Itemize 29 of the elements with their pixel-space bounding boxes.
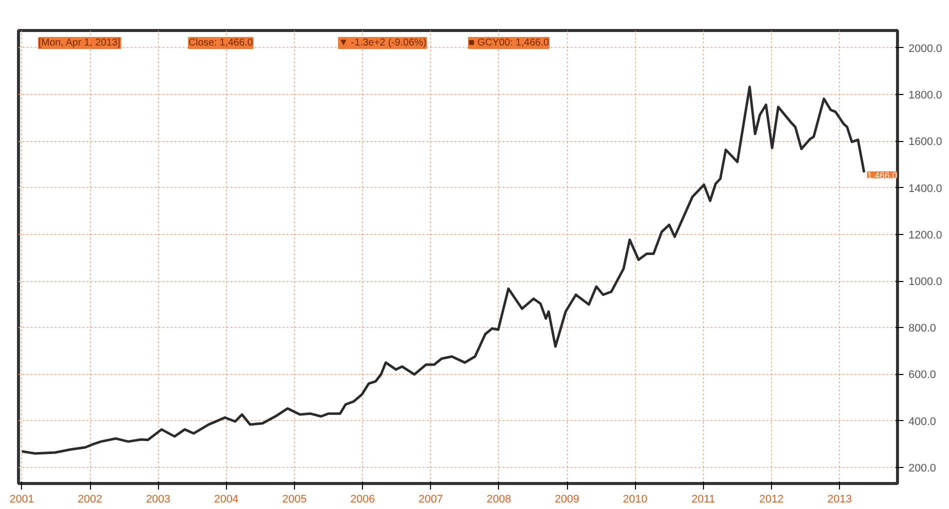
x-tick-label: 2008 xyxy=(486,494,512,506)
x-tick-label: 2013 xyxy=(827,494,852,506)
line-series xyxy=(20,86,866,455)
y-tick-label: 400.0 xyxy=(908,416,936,428)
annotation: 1,466.0 xyxy=(867,170,898,180)
x-tick-label: 2012 xyxy=(759,494,784,506)
y-tick-label: 200.0 xyxy=(908,462,936,474)
x-tick-label: 2009 xyxy=(554,494,580,506)
x-tick-label: 2001 xyxy=(10,494,34,506)
annotation: Close: 1,466.0 xyxy=(188,38,254,48)
y-tick-label: 1800.0 xyxy=(908,90,942,102)
y-tick-label: 1200.0 xyxy=(908,229,942,242)
y-tick-label: 600.0 xyxy=(908,369,936,382)
y-tick-label: 1400.0 xyxy=(908,182,942,195)
x-tick-label: 2010 xyxy=(622,494,648,506)
y-tick-label: 800.0 xyxy=(908,322,936,335)
y-tick-label: 1600.0 xyxy=(908,136,942,148)
annotation: [Mon, Apr 1, 2013] xyxy=(38,38,120,48)
x-tick-label: 2007 xyxy=(418,494,443,506)
y-tick-label: 2000.0 xyxy=(908,42,942,55)
x-tick-label: 2005 xyxy=(282,494,307,506)
x-tick-label: 2004 xyxy=(214,494,239,506)
x-tick-label: 2006 xyxy=(350,494,375,506)
x-tick-label: 2003 xyxy=(146,494,170,506)
x-tick-label: 2011 xyxy=(691,494,716,506)
x-tick-label: 2002 xyxy=(78,494,102,506)
y-tick-label: 1000.0 xyxy=(908,276,942,288)
annotation: ■ GCY00: 1,466.0 xyxy=(468,38,550,48)
annotation: ▼ -1.3e+2 (-9.06%) xyxy=(338,38,426,48)
